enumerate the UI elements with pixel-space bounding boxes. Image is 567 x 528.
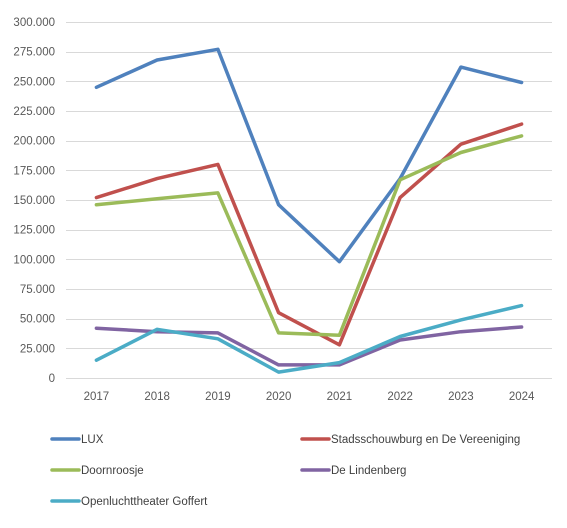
x-tick-label: 2019 (205, 391, 231, 403)
series-line-4 (94, 303, 524, 374)
legend: LUX Stadsschouwburg en De Vereeniging Door… (50, 434, 520, 508)
x-tick-label: 2017 (84, 391, 110, 403)
x-tick-label: 2024 (509, 391, 535, 403)
legend-item: De Lindenberg (300, 465, 406, 477)
x-axis-tick-labels: 2017 2018 2019 2020 2021 2022 2023 2024 (84, 391, 535, 403)
y-tick-label: 300.000 (13, 17, 55, 29)
legend-item: Doornroosje (50, 465, 144, 477)
y-tick-label: 50.000 (20, 314, 55, 326)
y-tick-label: 100.000 (13, 254, 55, 266)
gridlines (66, 22, 552, 379)
y-tick-label: 125.000 (13, 225, 55, 237)
y-tick-label: 250.000 (13, 76, 55, 88)
y-tick-label: 175.000 (13, 165, 55, 177)
legend-label: Stadsschouwburg en De Vereeniging (331, 434, 520, 446)
series-lines (94, 47, 524, 374)
series-line-0 (94, 47, 524, 264)
y-tick-label: 200.000 (13, 136, 55, 148)
legend-item: LUX (50, 434, 104, 446)
y-tick-label: 25.000 (20, 343, 55, 355)
y-axis-tick-labels: 0 25.000 50.000 75.000 100.000 125.000 150.000… (13, 17, 55, 385)
legend-item: Openluchttheater Goffert (50, 496, 208, 508)
x-tick-label: 2018 (144, 391, 170, 403)
y-tick-label: 75.000 (20, 284, 55, 296)
legend-label: LUX (81, 434, 104, 446)
x-tick-label: 2022 (387, 391, 413, 403)
series-line-2 (94, 134, 524, 338)
legend-label: De Lindenberg (331, 465, 406, 477)
y-tick-label: 275.000 (13, 47, 55, 59)
series-line-1 (94, 122, 524, 347)
y-tick-label: 0 (49, 373, 55, 385)
legend-label: Doornroosje (81, 465, 144, 477)
legend-item: Stadsschouwburg en De Vereeniging (300, 434, 520, 446)
x-tick-label: 2020 (266, 391, 292, 403)
y-tick-label: 150.000 (13, 195, 55, 207)
x-tick-label: 2021 (327, 391, 353, 403)
y-tick-label: 225.000 (13, 106, 55, 118)
x-tick-label: 2023 (448, 391, 474, 403)
legend-label: Openluchttheater Goffert (81, 496, 208, 508)
